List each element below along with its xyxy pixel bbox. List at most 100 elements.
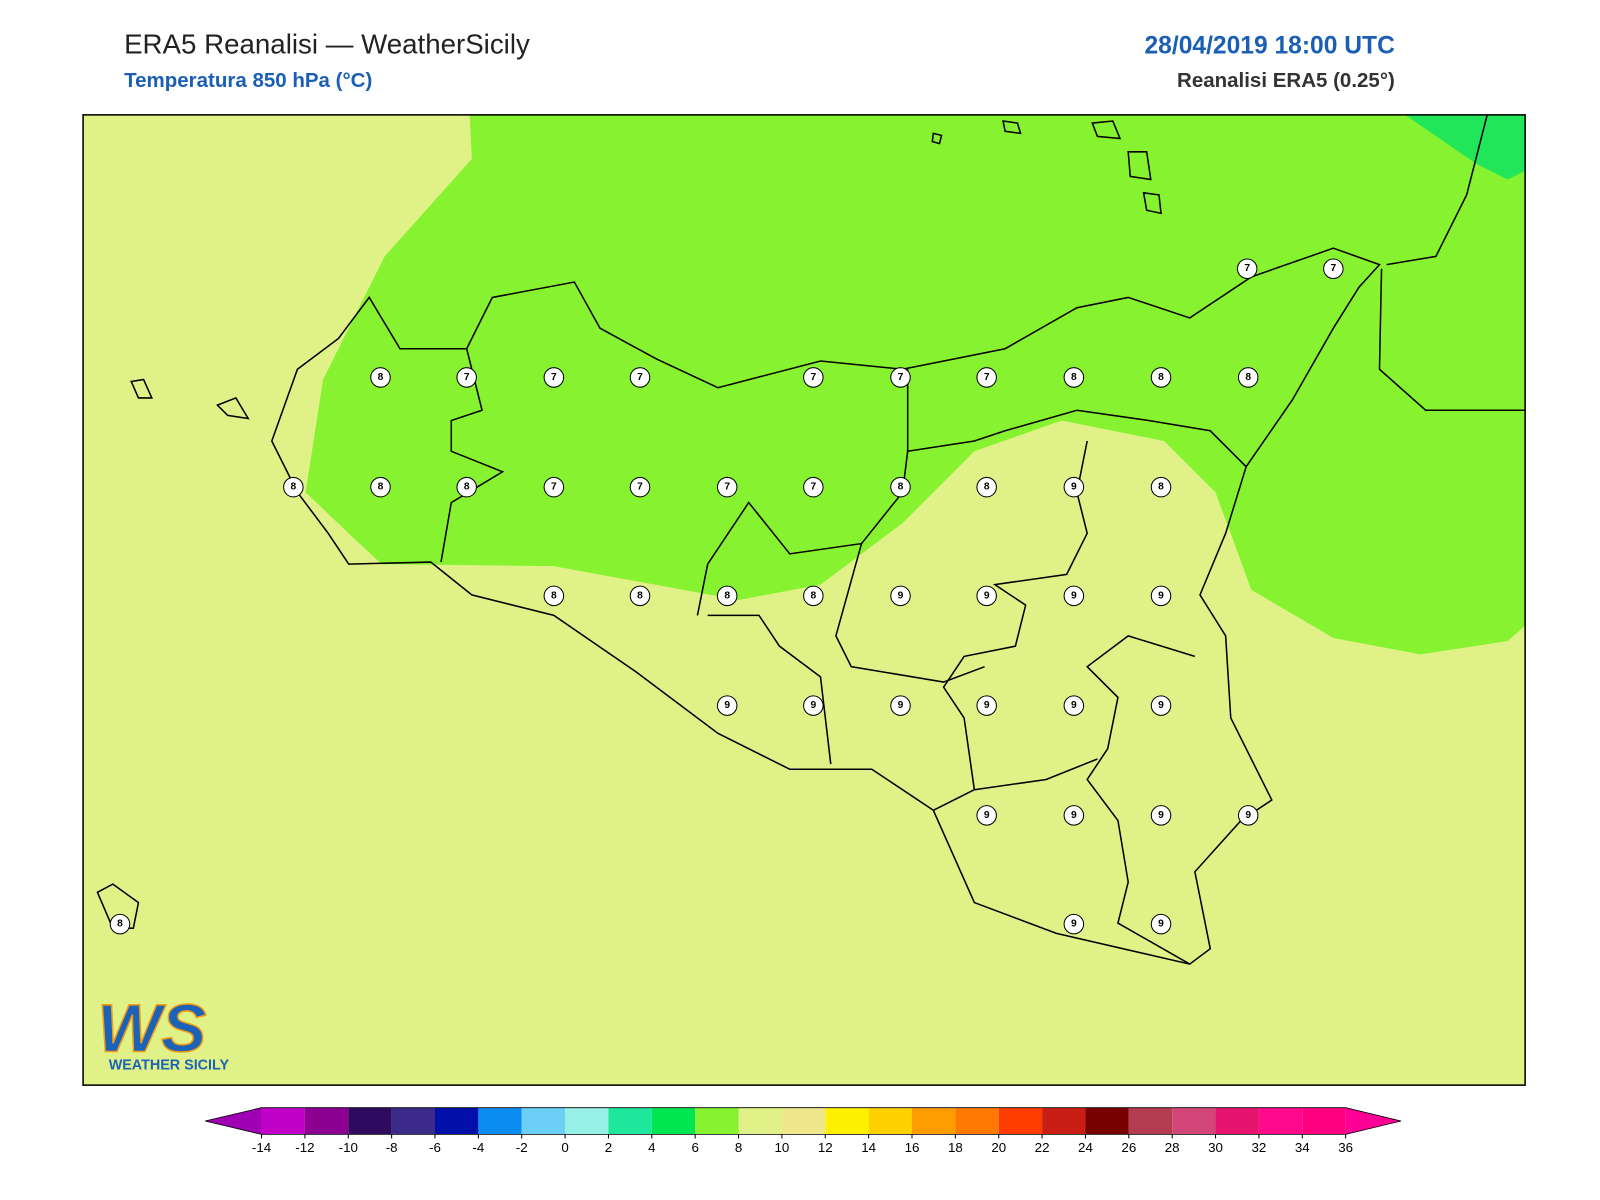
colorbar-segment [608, 1107, 652, 1135]
station-value: 7 [724, 482, 730, 493]
station-value: 9 [1158, 590, 1164, 601]
station-value: 9 [1158, 919, 1164, 930]
map-area: 7 7 8 7 7 7 7 7 7 8 8 8 8 8 8 7 7 7 7 8 8 9 8 8 8 8 8 9 9 9 9 9 9 9 9 9 9 9 9 9… [83, 114, 1526, 1086]
source: Reanalisi ERA5 (0.25°) [1177, 69, 1395, 92]
colorbar-tick-label: 2 [605, 1140, 612, 1155]
station-marker [976, 585, 997, 607]
station-marker [283, 476, 304, 498]
station-marker [716, 695, 738, 716]
colorbar-tick-label: 12 [818, 1140, 833, 1155]
station-marker [976, 695, 997, 716]
coastlines [96, 114, 1526, 965]
station-value: 9 [1071, 810, 1077, 821]
station-value: 8 [464, 482, 470, 493]
station-marker [456, 367, 477, 388]
colorbar-segment [955, 1107, 999, 1135]
station-value: 9 [984, 590, 990, 601]
colorbar-tick-label: 36 [1338, 1140, 1353, 1155]
station-marker [716, 585, 738, 607]
colorbar-segment [348, 1107, 392, 1135]
title: ERA5 Reanalisi — WeatherSicily [124, 28, 530, 59]
colorbar-segment [1128, 1107, 1173, 1135]
colorbar-tick-label: -2 [516, 1140, 528, 1155]
colorbar-tick-label: 34 [1295, 1140, 1310, 1155]
station-marker [1150, 695, 1172, 716]
logo-mark: WS [97, 991, 206, 1066]
station-marker [976, 367, 997, 388]
colorbar-segment [1085, 1107, 1129, 1135]
colorbar-tick-label: 24 [1078, 1140, 1093, 1155]
station-marker [1150, 585, 1172, 607]
station-marker [976, 805, 997, 826]
station-marker [1237, 367, 1259, 388]
colorbar-under [205, 1107, 262, 1135]
colorbar-segment [1215, 1107, 1259, 1135]
colorbar-segment [1258, 1107, 1303, 1135]
colorbar-tick-label: 10 [774, 1140, 789, 1155]
colorbar-tick-label: 14 [861, 1140, 876, 1155]
colorbar-tick-label: 30 [1208, 1140, 1223, 1155]
station-value: 7 [551, 482, 557, 493]
station-value: 7 [810, 482, 816, 493]
colorbar-segment [1172, 1107, 1216, 1135]
station-value: 9 [810, 700, 816, 711]
station-marker [543, 585, 565, 607]
station-marker [1237, 805, 1259, 826]
station-marker [1063, 913, 1085, 935]
station-marker [1150, 476, 1172, 498]
station-marker [890, 367, 911, 388]
station-marker [543, 367, 565, 388]
station-marker [370, 476, 391, 498]
station-value: 9 [1071, 919, 1077, 930]
station-marker [803, 695, 824, 716]
logo: WS WEATHER SICILY [97, 991, 230, 1074]
station-value: 9 [1071, 700, 1077, 711]
colorbar-segment [781, 1107, 826, 1135]
station-value: 8 [637, 590, 643, 601]
station-marker [456, 476, 477, 498]
field-region [305, 114, 1526, 655]
station-value: 8 [724, 590, 730, 601]
colorbar-tick-label: 0 [561, 1140, 568, 1155]
station-value: 7 [810, 372, 816, 383]
station-marker [803, 585, 824, 607]
logo-name: WEATHER SICILY [109, 1058, 230, 1074]
station-marker [1323, 258, 1344, 279]
colorbar-tick-label: -12 [295, 1140, 314, 1155]
station-marker [543, 476, 565, 498]
station-value: 8 [1158, 482, 1164, 493]
station-marker [890, 585, 911, 607]
station-marker [1063, 695, 1085, 716]
colorbar-tick-label: 26 [1121, 1140, 1136, 1155]
station-marker [370, 367, 391, 388]
colorbar-segment [565, 1107, 609, 1135]
station-value: 9 [898, 590, 904, 601]
datetime: 28/04/2019 18:00 UTC [1144, 32, 1395, 59]
colorbar-segment [738, 1107, 782, 1135]
station-value: 8 [378, 482, 384, 493]
station-marker [1150, 913, 1172, 935]
colorbar-segment [651, 1107, 696, 1135]
subtitle: Temperatura 850 hPa (°C) [124, 69, 372, 92]
colorbar-tick-label: -14 [252, 1140, 272, 1155]
station-marker [109, 913, 131, 935]
station-value: 7 [1244, 263, 1250, 274]
station-value: 8 [810, 590, 816, 601]
colorbar-tick-label: 4 [648, 1140, 656, 1155]
station-marker [1063, 585, 1085, 607]
station-value: 9 [984, 810, 990, 821]
station-value: 9 [1245, 810, 1251, 821]
station-marker [1063, 805, 1085, 826]
colorbar-segment [912, 1107, 956, 1135]
colorbar-tick-label: -6 [429, 1140, 441, 1155]
colorbar-segment [1302, 1107, 1346, 1135]
station-value: 7 [551, 372, 557, 383]
colorbar-tick-label: 22 [1035, 1140, 1050, 1155]
colorbar: -14 -12 -10 -8 -6 -4 -2 0 2 4 6 8 10 12 14 16 18 20 22 24 26… [205, 1107, 1402, 1155]
station-values: 7 7 8 7 7 7 7 7 7 8 8 8 8 8 8 7 7 7 7 8 8 9 8 8 8 8 8 9 9 9 9 9 9 9 9 9 9 9 9 9… [109, 258, 1344, 935]
station-value: 9 [898, 700, 904, 711]
station-marker [890, 695, 911, 716]
station-value: 9 [1158, 810, 1164, 821]
colorbar-segment [521, 1107, 566, 1135]
